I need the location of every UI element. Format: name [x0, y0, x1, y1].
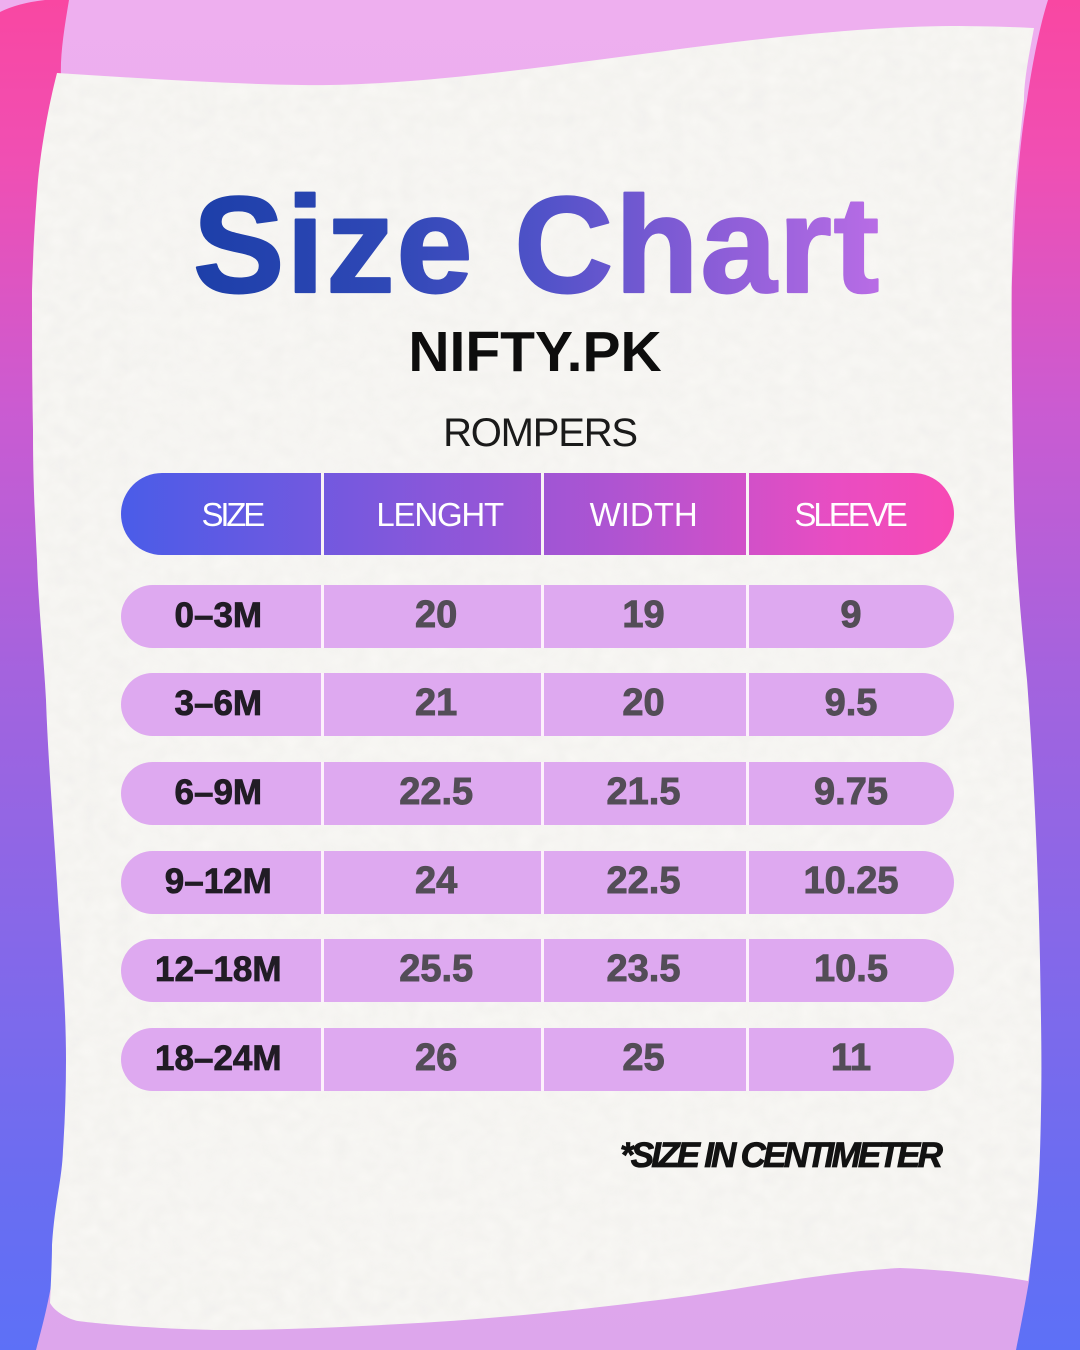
svg-text:Size Chart: Size Chart — [193, 169, 881, 322]
